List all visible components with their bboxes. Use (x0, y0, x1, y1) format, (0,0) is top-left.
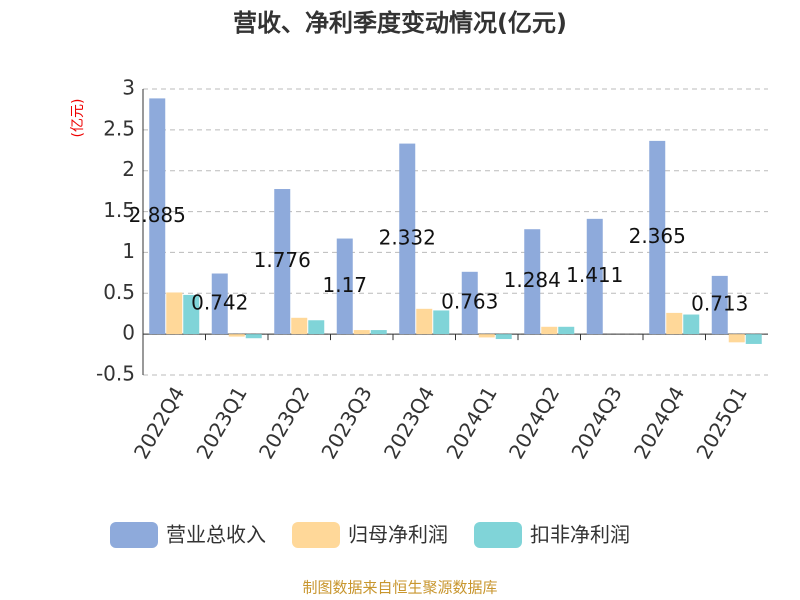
legend-swatch (292, 522, 340, 548)
y-tick-label: 2.5 (103, 116, 135, 140)
legend-label: 扣非净利润 (530, 523, 630, 547)
y-axis-label: (亿元) (70, 99, 86, 138)
bar (524, 229, 541, 335)
x-tick-label: 2022Q4 (129, 382, 189, 463)
y-tick-label: -0.5 (96, 362, 135, 386)
x-tick-label: 2024Q1 (441, 382, 501, 463)
bar (353, 330, 370, 335)
x-tick-label: 2024Q3 (566, 382, 626, 463)
y-tick-label: 1.5 (103, 198, 135, 222)
y-tick-label: 0.5 (103, 280, 135, 304)
bar (274, 189, 291, 335)
y-tick-label: 2 (122, 157, 135, 181)
x-tick-label: 2023Q4 (379, 382, 439, 463)
bar (183, 294, 200, 335)
bar (211, 273, 228, 335)
legend-swatch (110, 522, 158, 548)
x-tick-label: 2023Q1 (191, 382, 251, 463)
x-tick-label: 2024Q2 (504, 382, 564, 463)
bar (245, 334, 262, 339)
bar (586, 218, 603, 335)
bar (495, 334, 512, 340)
bar (745, 334, 762, 344)
bar (461, 271, 478, 335)
x-tick-label: 2025Q1 (691, 382, 751, 463)
bar (433, 310, 450, 335)
x-tick-label: 2023Q2 (254, 382, 314, 463)
bar (711, 275, 728, 335)
x-tick-label: 2023Q3 (316, 382, 376, 463)
x-tick-label: 2024Q4 (629, 382, 689, 463)
bar (416, 308, 433, 335)
bar (308, 320, 325, 335)
legend-label: 归母净利润 (348, 523, 448, 547)
legend-swatch (474, 522, 522, 548)
data-label: 1.411 (566, 263, 623, 287)
bar (541, 326, 558, 335)
bar (399, 143, 416, 335)
data-label: 2.885 (129, 203, 186, 227)
data-label: 2.365 (629, 224, 686, 248)
bar (166, 292, 183, 335)
bar (558, 326, 575, 335)
bar (149, 98, 166, 335)
bar (728, 334, 745, 343)
bar (336, 238, 353, 335)
bar (291, 317, 308, 335)
data-label: 1.17 (322, 273, 367, 297)
legend-label: 营业总收入 (166, 523, 266, 547)
y-tick-label: 0 (122, 321, 135, 345)
bar (370, 330, 387, 335)
y-tick-label: 1 (122, 239, 135, 263)
bar (683, 314, 700, 335)
data-label: 0.713 (691, 292, 748, 316)
data-label: 0.742 (191, 290, 248, 314)
data-label: 1.776 (254, 248, 311, 272)
chart-title: 营收、净利季度变动情况(亿元) (233, 9, 567, 37)
data-label: 2.332 (379, 225, 436, 249)
source: 制图数据来自恒生聚源数据库 (302, 579, 497, 597)
bar (649, 140, 666, 335)
data-label: 1.284 (504, 268, 561, 292)
y-tick-label: 3 (122, 76, 135, 100)
data-label: 0.763 (441, 289, 498, 313)
bar (478, 334, 495, 338)
bar (666, 312, 683, 335)
bar (228, 334, 245, 337)
